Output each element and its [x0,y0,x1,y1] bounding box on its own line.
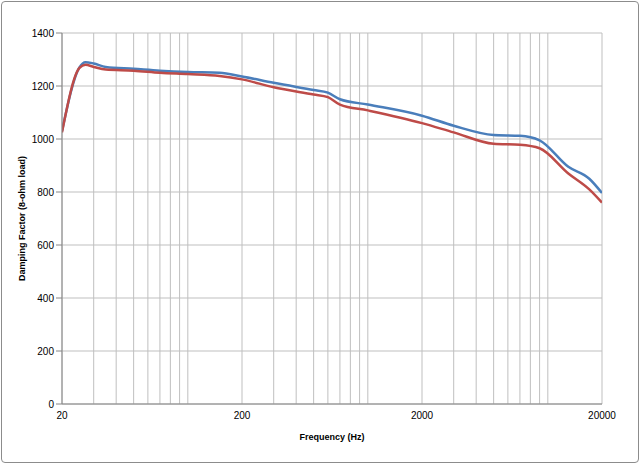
svg-text:Damping Factor (8-ohm load): Damping Factor (8-ohm load) [17,156,27,281]
svg-text:600: 600 [37,240,54,251]
svg-text:20000: 20000 [588,410,616,421]
svg-text:400: 400 [37,293,54,304]
svg-text:0: 0 [48,399,54,410]
svg-text:1200: 1200 [32,81,55,92]
svg-text:Frequency (Hz): Frequency (Hz) [299,432,364,442]
svg-text:20: 20 [56,410,68,421]
svg-text:200: 200 [234,410,251,421]
svg-text:2000: 2000 [411,410,434,421]
svg-text:1000: 1000 [32,134,55,145]
svg-text:800: 800 [37,187,54,198]
svg-text:200: 200 [37,346,54,357]
svg-text:1400: 1400 [32,28,55,39]
